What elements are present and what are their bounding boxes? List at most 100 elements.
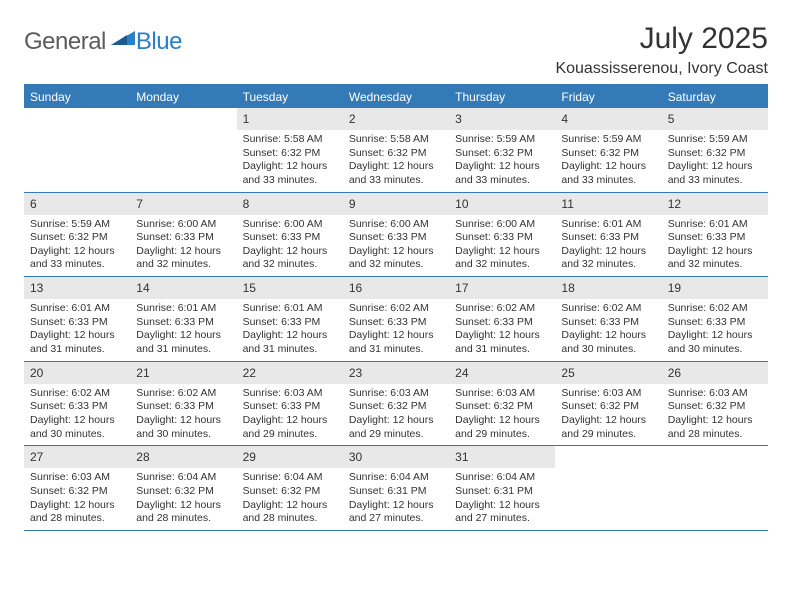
logo: General Blue [24,28,182,56]
day-body: Sunrise: 6:04 AMSunset: 6:32 PMDaylight:… [130,468,236,530]
sunset-line: Sunset: 6:33 PM [30,400,124,414]
day-body: Sunrise: 6:01 AMSunset: 6:33 PMDaylight:… [237,299,343,361]
day-cell: 21Sunrise: 6:02 AMSunset: 6:33 PMDayligh… [130,362,236,446]
sunrise-line: Sunrise: 6:04 AM [349,471,443,485]
day-cell: 8Sunrise: 6:00 AMSunset: 6:33 PMDaylight… [237,193,343,277]
daylight-line: Daylight: 12 hours and 32 minutes. [243,245,337,272]
day-number: 4 [561,112,568,126]
sunset-line: Sunset: 6:33 PM [136,231,230,245]
sunset-line: Sunset: 6:33 PM [349,316,443,330]
sunrise-line: Sunrise: 6:00 AM [243,218,337,232]
day-body: Sunrise: 6:01 AMSunset: 6:33 PMDaylight:… [24,299,130,361]
sunrise-line: Sunrise: 6:03 AM [668,387,762,401]
sunrise-line: Sunrise: 6:00 AM [455,218,549,232]
week-row: 13Sunrise: 6:01 AMSunset: 6:33 PMDayligh… [24,277,768,362]
day-number-bar: 5 [662,108,768,130]
sunrise-line: Sunrise: 6:00 AM [349,218,443,232]
day-cell: 5Sunrise: 5:59 AMSunset: 6:32 PMDaylight… [662,108,768,192]
logo-text-general: General [24,28,106,56]
sunrise-line: Sunrise: 5:58 AM [349,133,443,147]
sunrise-line: Sunrise: 6:03 AM [243,387,337,401]
sunset-line: Sunset: 6:32 PM [349,147,443,161]
day-number: 27 [30,450,43,464]
day-number-bar: 23 [343,362,449,384]
daylight-line: Daylight: 12 hours and 31 minutes. [30,329,124,356]
day-body: Sunrise: 6:03 AMSunset: 6:32 PMDaylight:… [449,384,555,446]
sunset-line: Sunset: 6:33 PM [668,231,762,245]
day-number-bar: 16 [343,277,449,299]
day-cell: 3Sunrise: 5:59 AMSunset: 6:32 PMDaylight… [449,108,555,192]
day-cell: 15 Sunrise: 6:01 AMSunset: 6:33 PMDayligh… [237,277,343,361]
day-number: 10 [455,197,468,211]
sunrise-line: Sunrise: 6:02 AM [349,302,443,316]
day-cell: 10Sunrise: 6:00 AMSunset: 6:33 PMDayligh… [449,193,555,277]
daylight-line: Daylight: 12 hours and 28 minutes. [668,414,762,441]
weekday-header: Thursday [449,86,555,108]
day-number: 2 [349,112,356,126]
daylight-line: Daylight: 12 hours and 30 minutes. [668,329,762,356]
day-body: Sunrise: 6:02 AMSunset: 6:33 PMDaylight:… [449,299,555,361]
day-body: Sunrise: 5:58 AMSunset: 6:32 PMDaylight:… [237,130,343,192]
sunrise-line: Sunrise: 5:58 AM [243,133,337,147]
sunrise-line: Sunrise: 6:03 AM [349,387,443,401]
day-body: Sunrise: 6:02 AMSunset: 6:33 PMDaylight:… [555,299,661,361]
day-number: 8 [243,197,250,211]
day-number: 12 [668,197,681,211]
sunset-line: Sunset: 6:32 PM [455,147,549,161]
sunrise-line: Sunrise: 6:04 AM [243,471,337,485]
daylight-line: Daylight: 12 hours and 31 minutes. [349,329,443,356]
page-title: July 2025 [555,22,768,56]
day-number: 6 [30,197,37,211]
day-cell: 7Sunrise: 6:00 AMSunset: 6:33 PMDaylight… [130,193,236,277]
day-cell: 14Sunrise: 6:01 AMSunset: 6:33 PMDayligh… [130,277,236,361]
sunset-line: Sunset: 6:33 PM [243,400,337,414]
daylight-line: Daylight: 12 hours and 28 minutes. [243,499,337,526]
weekday-header: Friday [555,86,661,108]
sunset-line: Sunset: 6:33 PM [455,316,549,330]
page-subtitle: Kouassisserenou, Ivory Coast [555,60,768,78]
day-cell [24,108,130,192]
sunset-line: Sunset: 6:33 PM [136,316,230,330]
day-cell: 2Sunrise: 5:58 AMSunset: 6:32 PMDaylight… [343,108,449,192]
day-cell: 22 Sunrise: 6:03 AMSunset: 6:33 PMDayligh… [237,362,343,446]
day-number: 15 [243,281,256,295]
title-block: July 2025 Kouassisserenou, Ivory Coast [555,22,768,78]
day-body: Sunrise: 6:02 AMSunset: 6:33 PMDaylight:… [662,299,768,361]
day-cell: 11Sunrise: 6:01 AMSunset: 6:33 PMDayligh… [555,193,661,277]
sunset-line: Sunset: 6:32 PM [136,485,230,499]
sunrise-line: Sunrise: 6:03 AM [455,387,549,401]
day-cell: 12 Sunrise: 6:01 AMSunset: 6:33 PMDayligh… [662,193,768,277]
sunset-line: Sunset: 6:32 PM [243,485,337,499]
day-body: Sunrise: 6:04 AMSunset: 6:31 PMDaylight:… [449,468,555,530]
day-number: 25 [561,366,574,380]
logo-triangle-icon [111,29,135,45]
daylight-line: Daylight: 12 hours and 30 minutes. [561,329,655,356]
daylight-line: Daylight: 12 hours and 29 minutes. [243,414,337,441]
sunrise-line: Sunrise: 6:01 AM [243,302,337,316]
sunset-line: Sunset: 6:33 PM [668,316,762,330]
day-number: 20 [30,366,43,380]
sunset-line: Sunset: 6:33 PM [561,316,655,330]
day-number-bar: 22 [237,362,343,384]
day-cell [662,446,768,530]
day-cell: 16 Sunrise: 6:02 AMSunset: 6:33 PMDayligh… [343,277,449,361]
day-body: Sunrise: 5:59 AMSunset: 6:32 PMDaylight:… [24,215,130,277]
day-number-bar: 10 [449,193,555,215]
sunrise-line: Sunrise: 5:59 AM [30,218,124,232]
day-body: Sunrise: 5:59 AMSunset: 6:32 PMDaylight:… [555,130,661,192]
day-number: 13 [30,281,43,295]
sunrise-line: Sunrise: 6:00 AM [136,218,230,232]
daylight-line: Daylight: 12 hours and 33 minutes. [455,160,549,187]
day-body: Sunrise: 6:01 AMSunset: 6:33 PMDaylight:… [662,215,768,277]
day-number-bar: 25 [555,362,661,384]
sunrise-line: Sunrise: 6:02 AM [455,302,549,316]
day-number: 26 [668,366,681,380]
day-number-bar: 20 [24,362,130,384]
day-cell: 24Sunrise: 6:03 AMSunset: 6:32 PMDayligh… [449,362,555,446]
sunrise-line: Sunrise: 6:01 AM [561,218,655,232]
day-cell: 26Sunrise: 6:03 AMSunset: 6:32 PMDayligh… [662,362,768,446]
day-number-bar: 19 [662,277,768,299]
sunrise-line: Sunrise: 6:02 AM [561,302,655,316]
weekday-header: Monday [130,86,236,108]
logo-text-blue: Blue [136,28,182,56]
